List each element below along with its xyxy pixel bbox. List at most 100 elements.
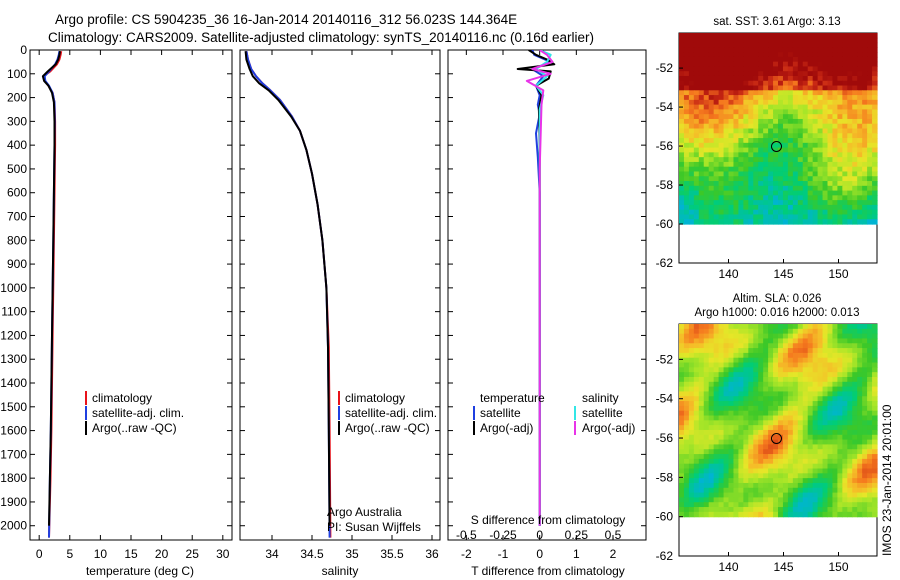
heatmap-cell [773, 185, 779, 192]
heatmap-cell [733, 109, 739, 115]
heatmap-cell [822, 405, 829, 412]
heatmap-cell [812, 118, 819, 125]
heatmap-cell [713, 133, 720, 139]
heatmap-cell [782, 324, 789, 330]
y-tick-label: 200 [7, 91, 27, 105]
heatmap-cell [812, 478, 819, 484]
heatmap-cell [862, 401, 868, 407]
heatmap-cell [768, 47, 774, 53]
heatmap-cell [768, 454, 774, 460]
heatmap-cell [723, 195, 730, 201]
heatmap-cell [812, 362, 819, 368]
heatmap-cell [703, 478, 710, 484]
heatmap-cell [812, 85, 819, 91]
heatmap-cell [758, 333, 764, 340]
heatmap-cell [728, 142, 735, 149]
heatmap-cell [693, 219, 700, 225]
heatmap-cell [713, 147, 720, 153]
heatmap-cell [718, 386, 725, 393]
heatmap-cell [862, 195, 868, 201]
heatmap-cell [768, 128, 774, 134]
heatmap-cell [867, 396, 873, 402]
heatmap-cell [688, 61, 695, 68]
heatmap-cell [867, 343, 873, 349]
heatmap-cell [758, 195, 764, 201]
heatmap-cell [758, 42, 764, 48]
heatmap-cell [748, 429, 754, 436]
heatmap-cell [683, 410, 690, 417]
heatmap-cell [733, 507, 739, 513]
heatmap-cell [827, 434, 834, 441]
heatmap-cell [708, 61, 715, 68]
heatmap-cell [802, 133, 809, 139]
heatmap-cell [842, 391, 848, 397]
heatmap-cell [713, 396, 720, 402]
lat-tick-label: -54 [656, 100, 674, 114]
heatmap-cell [688, 468, 695, 474]
heatmap-cell [787, 444, 794, 450]
heatmap-cell [679, 425, 685, 431]
heatmap-cell [698, 171, 705, 177]
heatmap-cell [862, 429, 868, 436]
heatmap-cell [872, 61, 878, 68]
heatmap-cell [718, 502, 725, 508]
heatmap-cell [733, 85, 739, 91]
heatmap-cell [713, 185, 720, 192]
heatmap-cell [852, 166, 858, 173]
heatmap-cell [723, 449, 730, 455]
heatmap-cell [683, 190, 690, 196]
heatmap-cell [847, 190, 853, 196]
heatmap-cell [867, 420, 873, 426]
heatmap-cell [852, 478, 858, 484]
heatmap-cell [827, 90, 834, 96]
heatmap-cell [738, 386, 744, 393]
heatmap-cell [832, 367, 838, 373]
heatmap-cell [847, 161, 853, 168]
heatmap-cell [733, 454, 739, 460]
heatmap-cell [763, 181, 769, 187]
heatmap-cell [693, 56, 700, 63]
heatmap-cell [802, 454, 809, 460]
heatmap-cell [817, 444, 824, 450]
heatmap-cell [837, 396, 843, 402]
heatmap-cell [728, 396, 735, 402]
heatmap-cell [862, 56, 868, 63]
heatmap-cell [822, 328, 829, 335]
heatmap-cell [857, 348, 863, 354]
heatmap-cell [827, 118, 834, 125]
heatmap-cell [698, 80, 705, 87]
heatmap-cell [872, 90, 878, 96]
heatmap-cell [782, 128, 789, 134]
heatmap-cell [792, 396, 799, 402]
heatmap-cell [703, 391, 710, 397]
heatmap-cell [822, 507, 829, 513]
heatmap-cell [802, 90, 809, 96]
heatmap-cell [733, 434, 739, 441]
heatmap-cell [713, 468, 720, 474]
heatmap-cell [782, 348, 789, 354]
heatmap-cell [812, 449, 819, 455]
heatmap-cell [782, 511, 789, 518]
heatmap-cell [743, 61, 749, 68]
heatmap-cell [862, 502, 868, 508]
heatmap-cell [787, 439, 794, 446]
heatmap-cell [812, 348, 819, 354]
heatmap-cell [817, 128, 824, 134]
heatmap-cell [723, 219, 730, 225]
heatmap-cell [758, 161, 764, 168]
heatmap-cell [792, 478, 799, 484]
heatmap-cell [733, 396, 739, 402]
heatmap-cell [683, 61, 690, 68]
heatmap-cell [703, 449, 710, 455]
heatmap-cell [728, 473, 735, 479]
heatmap-cell [728, 405, 735, 412]
heatmap-cell [807, 99, 814, 106]
heatmap-cell [792, 429, 799, 436]
heatmap-cell [847, 420, 853, 426]
heatmap-cell [872, 362, 878, 368]
heatmap-cell [827, 190, 834, 196]
heatmap-cell [857, 415, 863, 421]
heatmap-cell [787, 181, 794, 187]
heatmap-cell [708, 473, 715, 479]
